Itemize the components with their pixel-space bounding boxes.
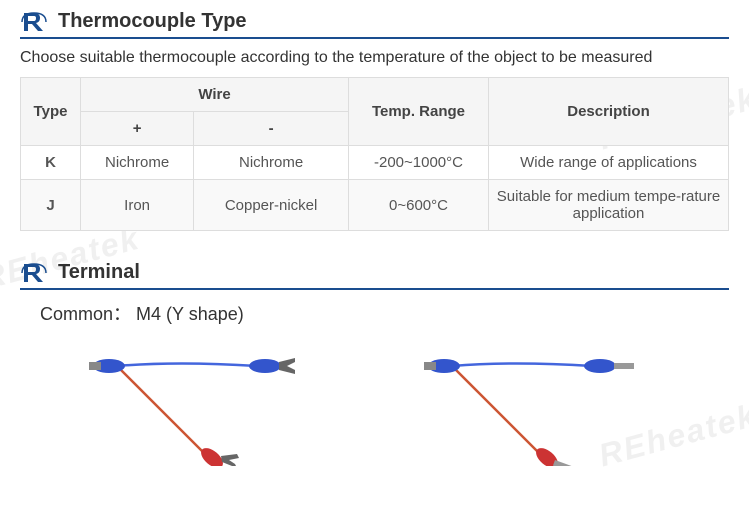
cell-pos: Nichrome	[81, 146, 194, 180]
section-subtitle: Choose suitable thermocouple according t…	[20, 49, 729, 67]
cell-desc: Suitable for medium tempe-rature applica…	[489, 180, 729, 231]
logo-r-icon	[20, 262, 48, 284]
section-title: Terminal	[58, 261, 140, 284]
th-type: Type	[21, 78, 81, 146]
wire-y-fork-diagram	[57, 336, 357, 466]
terminal-label: Common： M4 (Y shape)	[40, 300, 729, 326]
wire-pin-diagram	[392, 336, 692, 466]
cell-temp: -200~1000°C	[349, 146, 489, 180]
th-temp: Temp. Range	[349, 78, 489, 146]
cell-neg: Nichrome	[194, 146, 349, 180]
table-row: J Iron Copper-nickel 0~600°C Suitable fo…	[21, 180, 729, 231]
cell-type: J	[21, 180, 81, 231]
cell-pos: Iron	[81, 180, 194, 231]
table-row: K Nichrome Nichrome -200~1000°C Wide ran…	[21, 146, 729, 180]
cell-type: K	[21, 146, 81, 180]
section-header-terminal: Terminal	[20, 261, 729, 290]
th-wire: Wire	[81, 78, 349, 112]
th-wire-neg: -	[194, 112, 349, 146]
th-wire-pos: +	[81, 112, 194, 146]
diagrams-row	[20, 336, 729, 466]
logo-r-icon	[20, 11, 48, 33]
thermocouple-table: Type Wire Temp. Range Description + - K …	[20, 77, 729, 231]
cell-neg: Copper-nickel	[194, 180, 349, 231]
th-desc: Description	[489, 78, 729, 146]
cell-desc: Wide range of applications	[489, 146, 729, 180]
section-header-thermocouple: Thermocouple Type	[20, 10, 729, 39]
section-title: Thermocouple Type	[58, 10, 247, 33]
cell-temp: 0~600°C	[349, 180, 489, 231]
